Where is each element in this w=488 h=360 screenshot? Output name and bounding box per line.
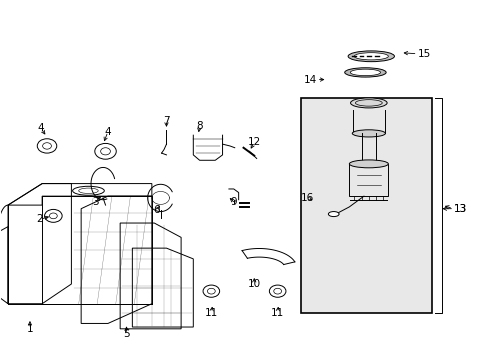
Ellipse shape [351, 130, 385, 137]
Bar [348, 164, 387, 196]
Ellipse shape [347, 51, 394, 62]
Text: 13: 13 [453, 204, 467, 214]
Text: 3: 3 [92, 197, 99, 207]
Text: 12: 12 [247, 138, 260, 147]
Text: 2: 2 [36, 215, 43, 224]
Ellipse shape [348, 160, 387, 168]
Text: 13: 13 [453, 204, 467, 214]
Text: 15: 15 [417, 49, 430, 59]
Text: 5: 5 [123, 329, 129, 339]
Text: 14: 14 [303, 75, 316, 85]
Text: 11: 11 [204, 308, 218, 318]
Text: 8: 8 [196, 121, 203, 131]
Ellipse shape [344, 68, 386, 77]
Text: 16: 16 [301, 193, 314, 203]
Ellipse shape [349, 69, 380, 76]
Text: 1: 1 [26, 324, 33, 334]
Text: 7: 7 [163, 116, 169, 126]
Text: 9: 9 [230, 197, 237, 207]
Ellipse shape [350, 98, 386, 108]
Ellipse shape [353, 53, 387, 60]
Text: 10: 10 [247, 279, 260, 289]
Polygon shape [242, 248, 294, 265]
Text: 11: 11 [270, 308, 284, 318]
Text: 4: 4 [104, 127, 111, 136]
Ellipse shape [328, 212, 338, 217]
Bar [300, 98, 431, 313]
Text: 6: 6 [153, 206, 160, 216]
Text: 4: 4 [37, 123, 44, 133]
